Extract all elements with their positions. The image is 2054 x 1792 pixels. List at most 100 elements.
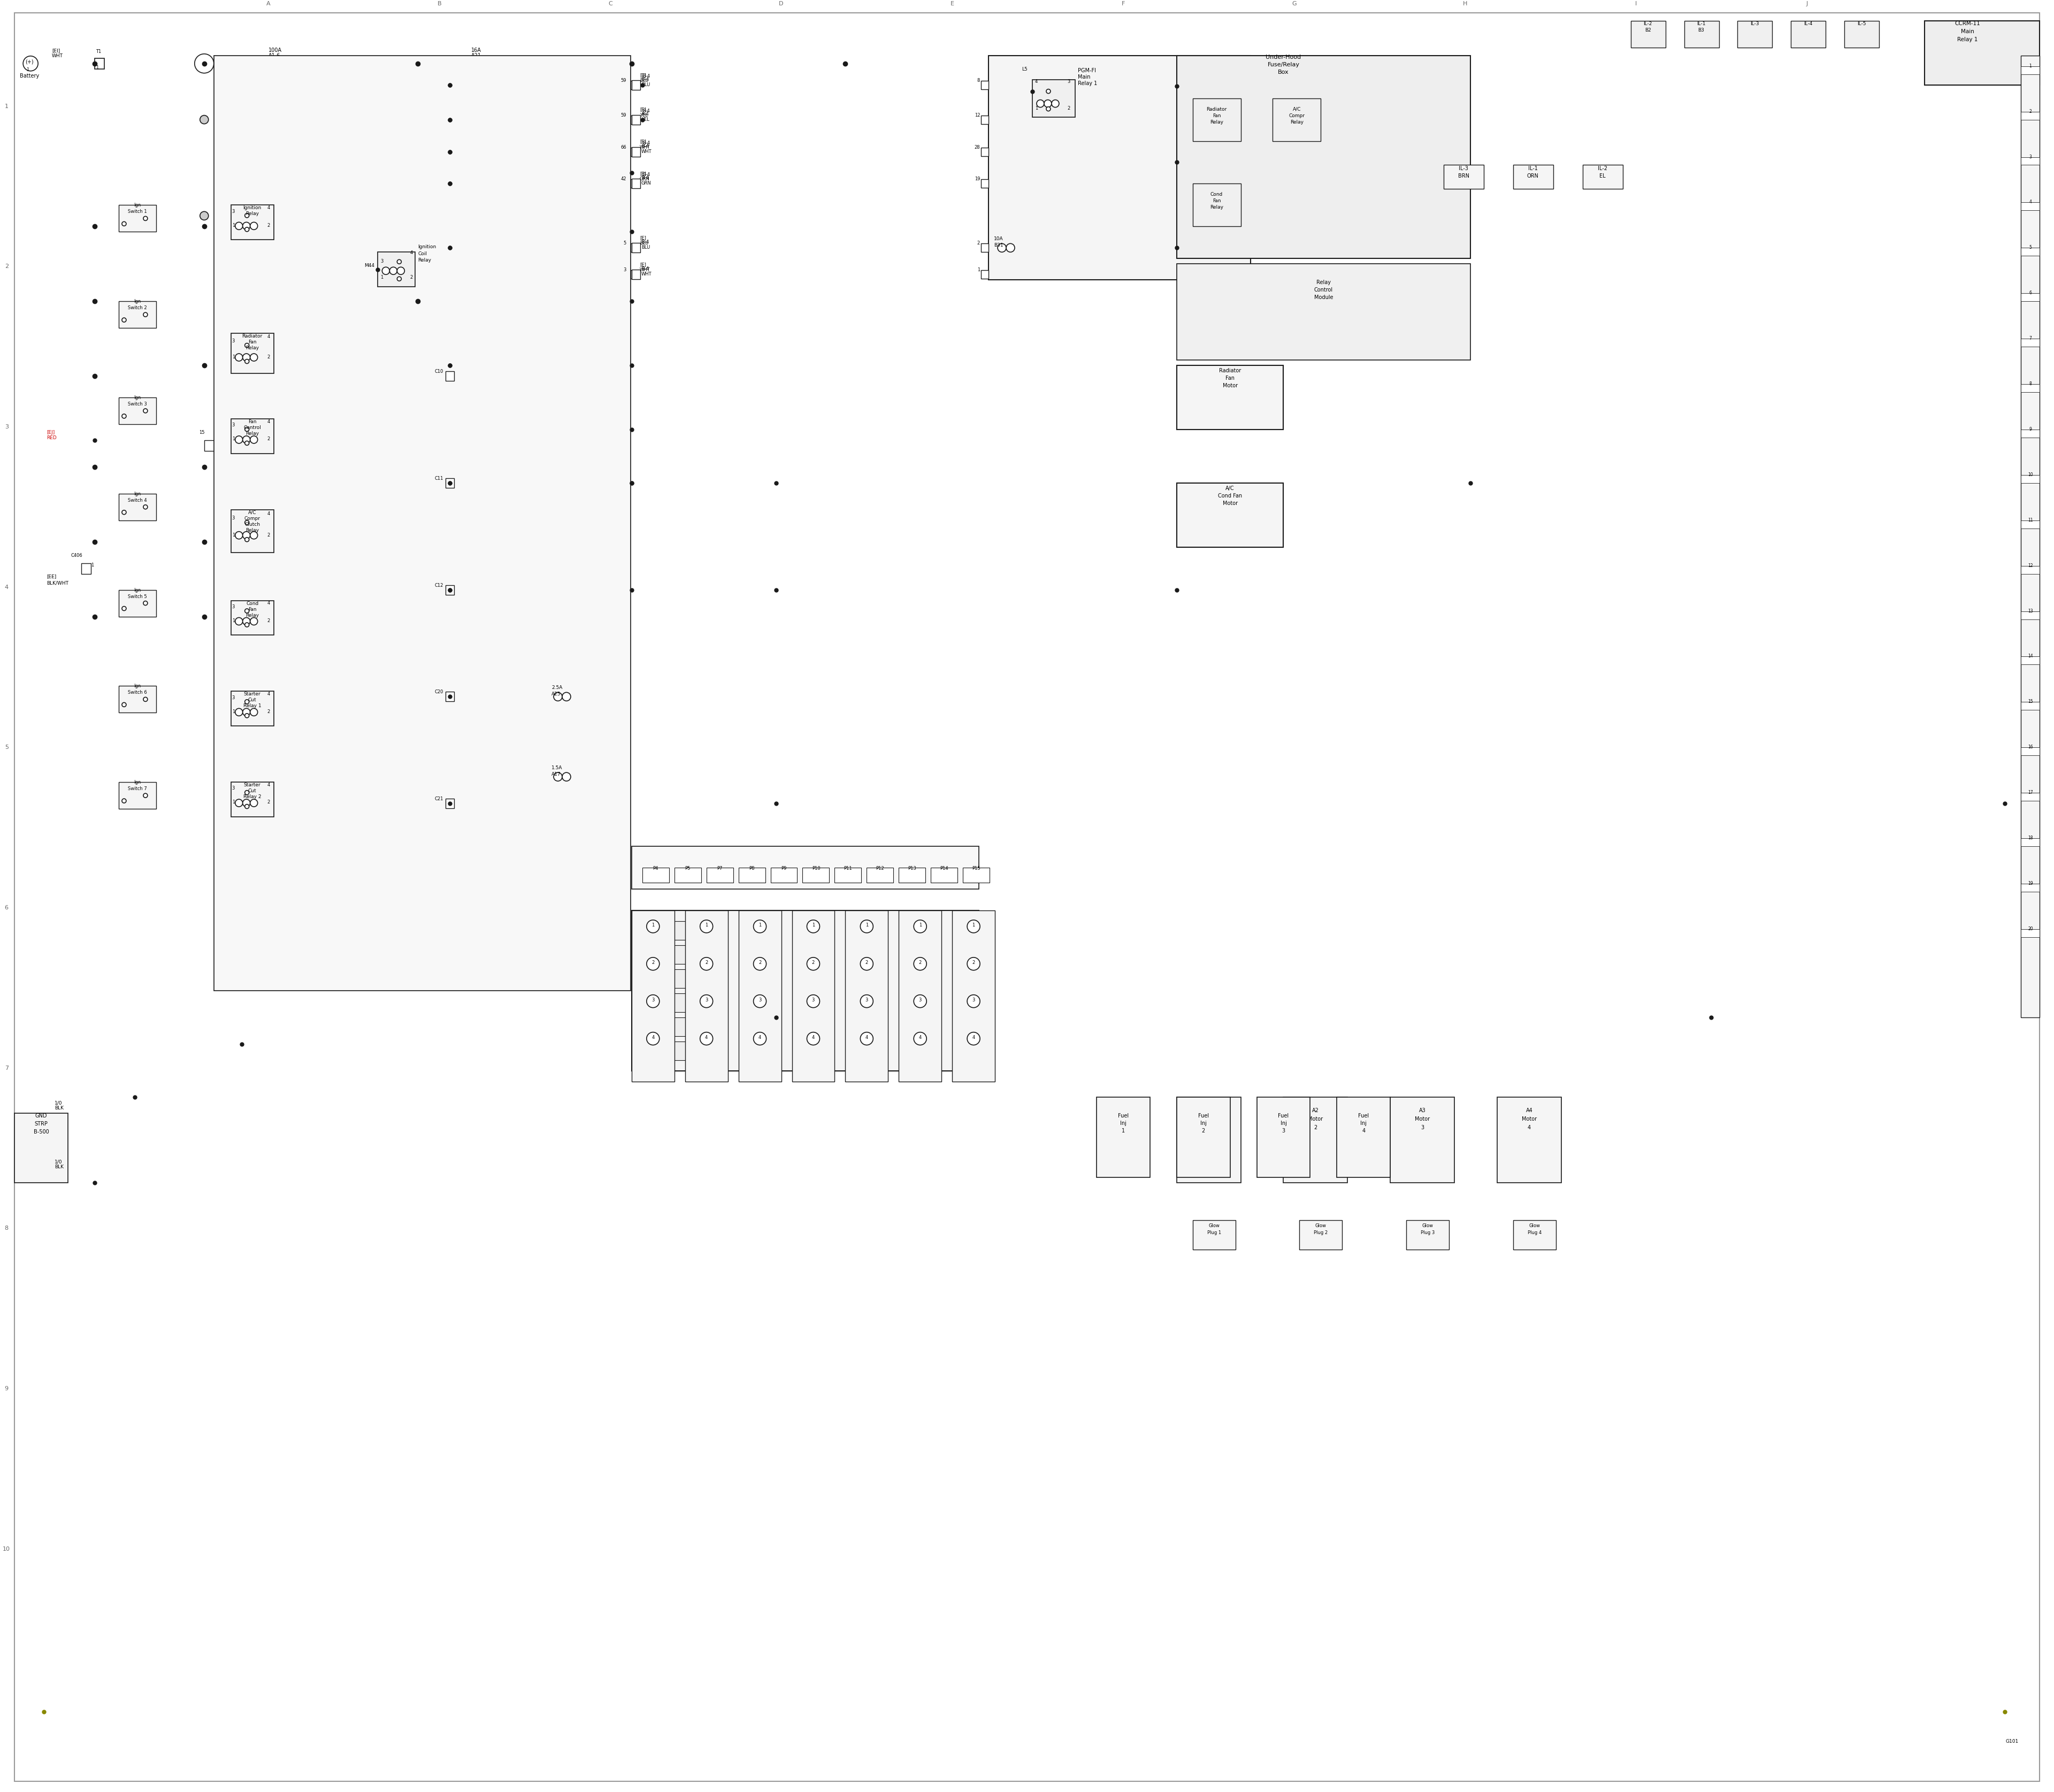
Circle shape: [121, 222, 125, 226]
Bar: [1177, 1097, 1241, 1183]
Circle shape: [647, 995, 659, 1007]
Text: P11: P11: [844, 866, 852, 871]
Text: 1: 1: [978, 267, 980, 272]
Text: 1: 1: [758, 923, 762, 928]
Text: 2: 2: [1202, 1129, 1206, 1134]
Text: IL-3: IL-3: [1750, 22, 1758, 27]
Circle shape: [914, 1032, 926, 1045]
Text: 4: 4: [972, 1036, 976, 1039]
Circle shape: [144, 312, 148, 317]
Bar: [982, 244, 988, 253]
Text: 5: 5: [624, 240, 626, 246]
Text: 1: 1: [651, 923, 655, 928]
Circle shape: [647, 1032, 659, 1045]
Text: C11: C11: [435, 477, 444, 480]
Circle shape: [236, 435, 242, 443]
Text: B3: B3: [1699, 27, 1705, 32]
Text: 19: 19: [2027, 882, 2033, 885]
Text: A22: A22: [557, 168, 567, 174]
Bar: [633, 179, 641, 188]
Text: 1.5A: 1.5A: [550, 765, 563, 771]
Text: BLU: BLU: [641, 82, 649, 88]
Text: 1: 1: [232, 710, 234, 713]
Bar: [214, 56, 631, 991]
Bar: [119, 301, 156, 328]
Circle shape: [144, 505, 148, 509]
Text: [E]: [E]: [639, 73, 647, 77]
Text: 2: 2: [972, 961, 976, 966]
Text: C406: C406: [70, 554, 82, 557]
Text: Motor: Motor: [1202, 1116, 1216, 1122]
Text: 5: 5: [4, 745, 8, 751]
Circle shape: [244, 699, 249, 704]
Text: 4: 4: [865, 1036, 869, 1039]
Circle shape: [647, 957, 659, 969]
Bar: [1177, 1097, 1230, 1177]
Bar: [963, 867, 990, 883]
Text: Switch 7: Switch 7: [127, 787, 148, 792]
Circle shape: [861, 957, 873, 969]
Text: C12: C12: [435, 582, 444, 588]
Bar: [643, 944, 690, 964]
Text: [E]: [E]: [639, 172, 647, 176]
Text: 3: 3: [918, 998, 922, 1002]
Text: Switch 5: Switch 5: [127, 595, 148, 599]
Text: 2: 2: [4, 263, 8, 269]
Bar: [1097, 1097, 1150, 1177]
Bar: [1284, 1097, 1347, 1183]
Text: Relay: Relay: [1317, 280, 1331, 285]
Text: IL-2: IL-2: [1598, 167, 1606, 172]
Text: Ign: Ign: [134, 396, 142, 400]
Text: 1: 1: [90, 563, 94, 568]
Text: P4: P4: [653, 866, 659, 871]
Text: 2: 2: [267, 618, 269, 624]
Text: P13: P13: [908, 866, 916, 871]
Bar: [982, 147, 988, 156]
Text: Relay: Relay: [246, 613, 259, 618]
Bar: [1193, 99, 1241, 142]
Text: 18: 18: [2027, 835, 2033, 840]
Circle shape: [199, 115, 207, 124]
Text: 3: 3: [651, 998, 655, 1002]
Bar: [2021, 294, 2040, 301]
Circle shape: [1006, 244, 1015, 253]
Bar: [900, 867, 926, 883]
Text: P14: P14: [941, 866, 949, 871]
Text: Radiator: Radiator: [1206, 108, 1226, 111]
Text: STRP: STRP: [35, 1122, 47, 1127]
Text: Main: Main: [1962, 29, 1974, 34]
Bar: [1514, 1220, 1557, 1249]
Text: 10A: 10A: [994, 237, 1002, 242]
Text: 4: 4: [411, 251, 413, 254]
Text: Relay 1: Relay 1: [1078, 81, 1097, 86]
Bar: [739, 910, 781, 1081]
Circle shape: [555, 692, 563, 701]
Text: 4: 4: [267, 419, 269, 425]
Text: 3: 3: [232, 516, 234, 520]
Text: 2: 2: [267, 710, 269, 713]
Text: A25: A25: [550, 692, 561, 697]
Circle shape: [244, 790, 249, 794]
Text: Relay: Relay: [246, 529, 259, 532]
Text: R-4: R-4: [641, 111, 649, 116]
Bar: [982, 115, 988, 124]
Bar: [2021, 56, 2040, 1018]
Circle shape: [914, 957, 926, 969]
Bar: [1514, 165, 1553, 190]
Text: 1: 1: [1208, 1125, 1210, 1131]
Circle shape: [561, 228, 569, 237]
Text: YEL: YEL: [641, 116, 649, 122]
Text: 15A: 15A: [557, 161, 567, 167]
Text: B-4: B-4: [643, 73, 649, 79]
Circle shape: [244, 344, 249, 348]
Text: 1: 1: [811, 923, 815, 928]
Bar: [793, 910, 834, 1081]
Text: 10: 10: [2027, 473, 2033, 477]
Text: B-500: B-500: [33, 1129, 49, 1134]
Text: 4: 4: [267, 335, 269, 339]
Text: Fuel: Fuel: [1358, 1113, 1368, 1118]
Circle shape: [754, 919, 766, 934]
Text: 1: 1: [232, 437, 234, 441]
Text: IL-2: IL-2: [1643, 22, 1651, 27]
Text: Motor: Motor: [1415, 1116, 1430, 1122]
